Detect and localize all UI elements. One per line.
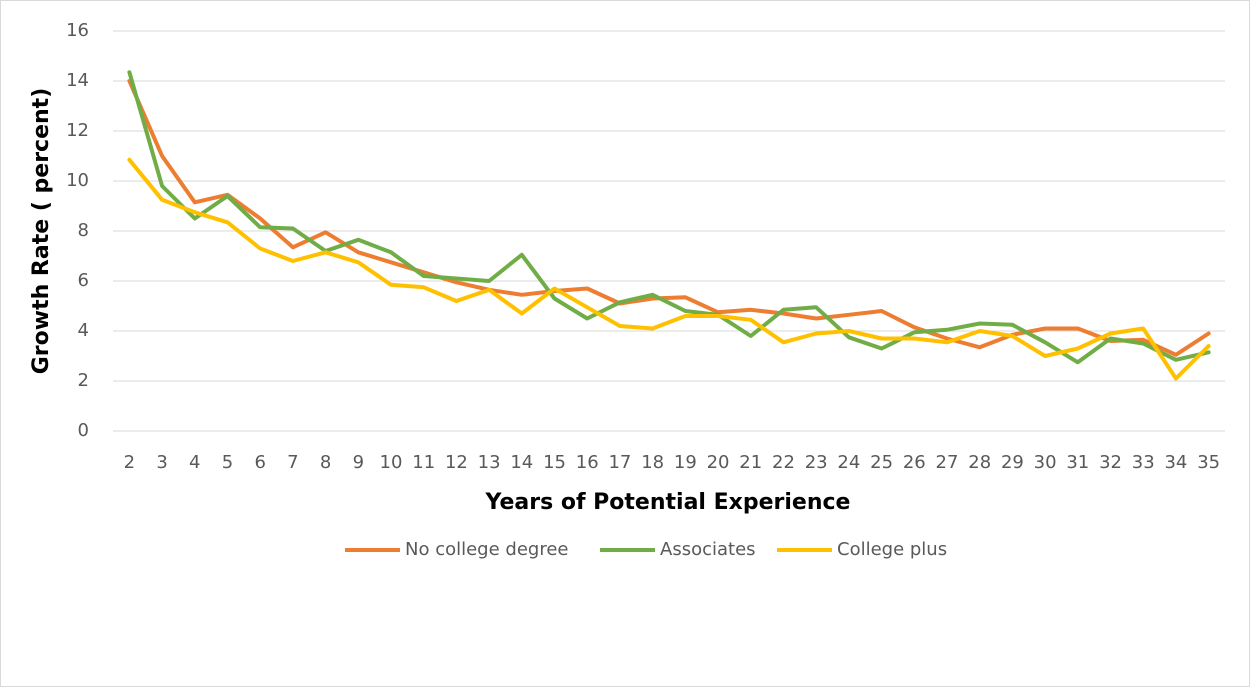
legend-label: Associates [660,539,756,560]
x-tick-label: 33 [1132,452,1155,473]
x-tick-label: 25 [870,452,893,473]
x-tick-label: 30 [1034,452,1057,473]
x-tick-label: 11 [412,452,435,473]
x-tick-label: 4 [189,452,200,473]
legend-label: College plus [837,539,947,560]
x-axis-title: Years of Potential Experience [485,490,851,515]
line-series [127,157,1211,381]
x-tick-label: 6 [254,452,265,473]
y-tick-label: 8 [78,220,89,241]
x-tick-label: 12 [445,452,468,473]
x-tick-label: 3 [156,452,167,473]
x-tick-label: 32 [1099,452,1122,473]
y-tick-label: 0 [78,420,89,441]
x-tick-label: 8 [320,452,331,473]
x-tick-label: 5 [222,452,233,473]
x-tick-label: 29 [1001,452,1024,473]
y-tick-label: 4 [78,320,89,341]
y-tick-label: 16 [66,20,89,41]
y-tick-label: 14 [66,70,89,91]
line-series [127,70,1211,365]
x-tick-label: 18 [641,452,664,473]
y-tick-label: 12 [66,120,89,141]
x-tick-label: 19 [674,452,697,473]
x-tick-label: 35 [1197,452,1220,473]
x-tick-label: 28 [968,452,991,473]
x-tick-label: 26 [903,452,926,473]
x-tick-label: 7 [287,452,298,473]
y-tick-label: 10 [66,170,89,191]
x-tick-label: 20 [707,452,730,473]
y-tick-label: 6 [78,270,89,291]
x-tick-label: 2 [124,452,135,473]
x-tick-label: 22 [772,452,795,473]
x-tick-label: 14 [510,452,533,473]
legend-label: No college degree [405,539,569,560]
x-tick-label: 31 [1066,452,1089,473]
x-tick-label: 17 [608,452,631,473]
x-tick-label: 10 [380,452,403,473]
x-tick-label: 21 [739,452,762,473]
y-axis-title: Growth Rate ( percent) [29,88,54,375]
x-tick-label: 24 [837,452,860,473]
x-tick-label: 23 [805,452,828,473]
x-tick-label: 15 [543,452,566,473]
y-tick-label: 2 [78,370,89,391]
x-tick-label: 34 [1164,452,1187,473]
x-tick-label: 27 [936,452,959,473]
x-tick-label: 13 [478,452,501,473]
x-tick-label: 9 [353,452,364,473]
x-tick-label: 16 [576,452,599,473]
